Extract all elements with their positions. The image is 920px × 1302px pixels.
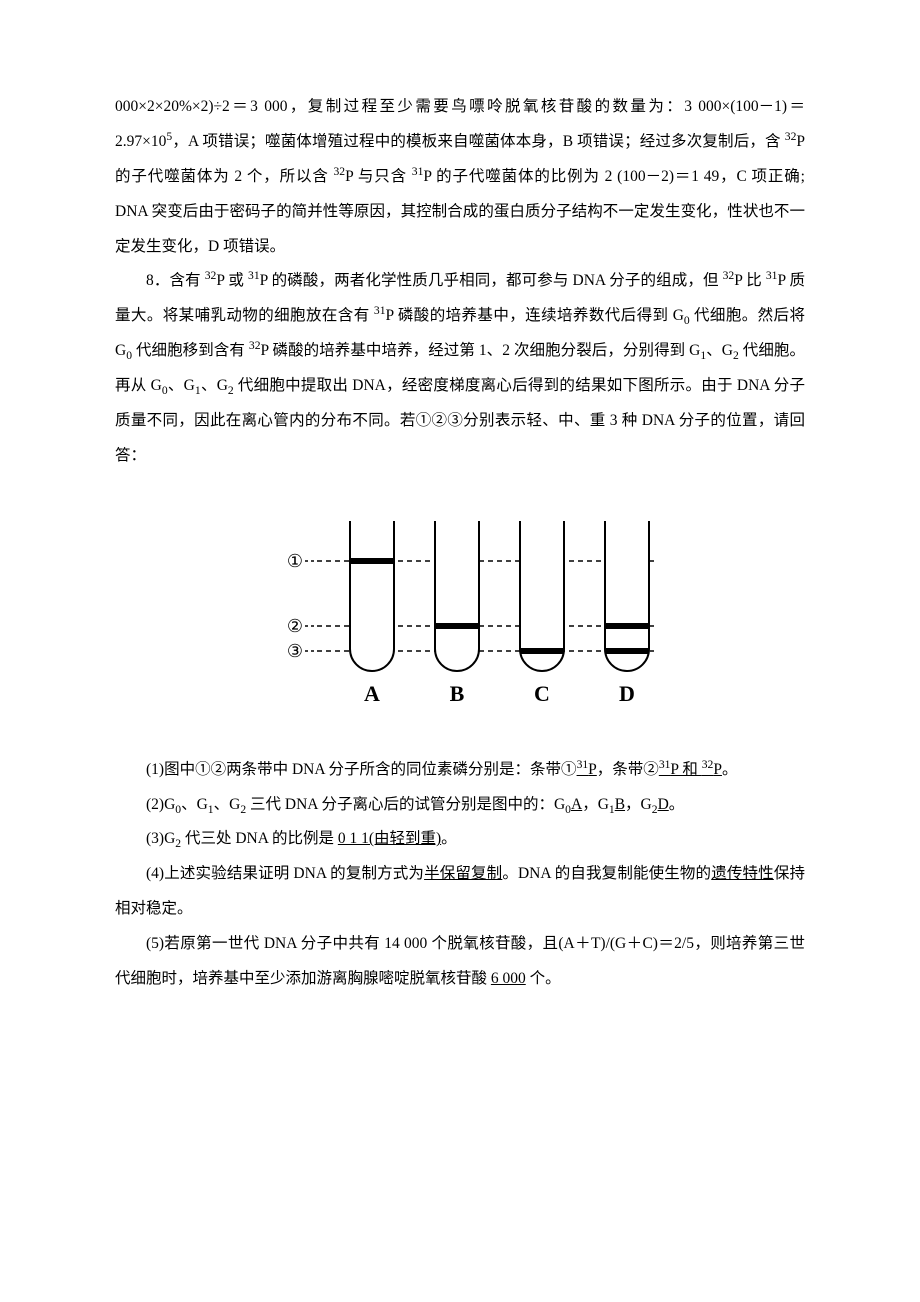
text: P 磷酸的培养基中，连续培养数代后得到 G — [386, 307, 684, 324]
text: (3)G — [146, 830, 175, 847]
sup: 31 — [659, 757, 671, 770]
svg-text:A: A — [364, 681, 380, 706]
text: (4)上述实验结果证明 DNA 的复制方式为 — [146, 865, 424, 882]
text: 三代 DNA 分子离心后的试管分别是图中的：G — [246, 796, 565, 813]
answer-underline: 0 1 1(由轻到重) — [338, 830, 441, 847]
text: 、G — [168, 377, 195, 394]
text: 、G — [201, 377, 228, 394]
answer-underline: B — [615, 796, 625, 813]
text: 8．含有 — [146, 272, 205, 289]
sup: 32 — [723, 269, 735, 282]
text: P 与只含 — [345, 168, 412, 185]
text: ，G — [625, 796, 652, 813]
answer-underline: A — [571, 796, 582, 813]
centrifuge-svg: ① ② ③ A B C D — [260, 496, 660, 726]
answer-underline: D — [658, 796, 669, 813]
text: 。 — [669, 796, 685, 813]
text: 个。 — [526, 970, 561, 987]
answer-underline: 31P — [577, 761, 597, 778]
text: 代三处 DNA 的比例是 — [181, 830, 338, 847]
answer-4: (4)上述实验结果证明 DNA 的复制方式为半保留复制。DNA 的自我复制能使生… — [115, 857, 805, 927]
svg-text:①: ① — [287, 551, 303, 571]
text: 、G — [181, 796, 208, 813]
text: P 和 — [670, 761, 701, 778]
paragraph-2: 8．含有 32P 或 31P 的磷酸，两者化学性质几乎相同，都可参与 DNA 分… — [115, 264, 805, 473]
text: 代细胞移到含有 — [132, 342, 249, 359]
text: P 或 — [216, 272, 248, 289]
paragraph-1: 000×2×20%×2)÷2＝3 000，复制过程至少需要鸟嘌呤脱氧核苷酸的数量… — [115, 90, 805, 264]
text: (5)若原第一世代 DNA 分子中共有 14 000 个脱氧核苷酸，且(A＋T)… — [115, 935, 805, 987]
text: P 的磷酸，两者化学性质几乎相同，都可参与 DNA 分子的组成，但 — [260, 272, 723, 289]
svg-text:③: ③ — [287, 641, 303, 661]
svg-text:D: D — [619, 681, 635, 706]
text: P 磷酸的培养基中培养，经过第 1、2 次细胞分裂后，分别得到 G — [261, 342, 701, 359]
svg-text:②: ② — [287, 616, 303, 636]
sup: 31 — [374, 304, 386, 317]
answer-2: (2)G0、G1、G2 三代 DNA 分子离心后的试管分别是图中的：G0A，G1… — [115, 788, 805, 823]
text: 、G — [214, 796, 241, 813]
sup: 31 — [248, 269, 260, 282]
text: 。DNA 的自我复制能使生物的 — [502, 865, 711, 882]
answer-1: (1)图中①②两条带中 DNA 分子所含的同位素磷分别是：条带①31P，条带②3… — [115, 753, 805, 788]
sup: 32 — [205, 269, 217, 282]
text: (1)图中①②两条带中 DNA 分子所含的同位素磷分别是：条带① — [146, 761, 577, 778]
answer-underline: 31P 和 32P — [659, 761, 722, 778]
text: 。 — [722, 761, 738, 778]
sup: 32 — [249, 339, 261, 352]
centrifuge-figure: ① ② ③ A B C D — [115, 496, 805, 731]
text: 。 — [441, 830, 457, 847]
answer-3: (3)G2 代三处 DNA 的比例是 0 1 1(由轻到重)。 — [115, 822, 805, 857]
sup: 31 — [766, 269, 778, 282]
text: 、G — [706, 342, 733, 359]
page: 000×2×20%×2)÷2＝3 000，复制过程至少需要鸟嘌呤脱氧核苷酸的数量… — [0, 0, 920, 1057]
text: P 比 — [734, 272, 766, 289]
sup: 31 — [577, 757, 589, 770]
svg-text:C: C — [534, 681, 550, 706]
sup: 32 — [333, 165, 345, 178]
answer-underline: 遗传特性 — [711, 865, 774, 882]
text: P — [588, 761, 597, 778]
answer-5: (5)若原第一世代 DNA 分子中共有 14 000 个脱氧核苷酸，且(A＋T)… — [115, 927, 805, 997]
answer-underline: 半保留复制 — [424, 865, 502, 882]
sup: 32 — [785, 130, 797, 143]
text: P — [713, 761, 722, 778]
text: ，G — [582, 796, 609, 813]
text: (2)G — [146, 796, 175, 813]
svg-text:B: B — [450, 681, 465, 706]
text: ，A 项错误；噬菌体增殖过程中的模板来自噬菌体本身，B 项错误；经过多次复制后，… — [172, 133, 785, 150]
answer-underline: 6 000 — [491, 970, 526, 987]
text: ，条带② — [597, 761, 659, 778]
sup: 31 — [412, 165, 424, 178]
sup: 32 — [702, 757, 714, 770]
